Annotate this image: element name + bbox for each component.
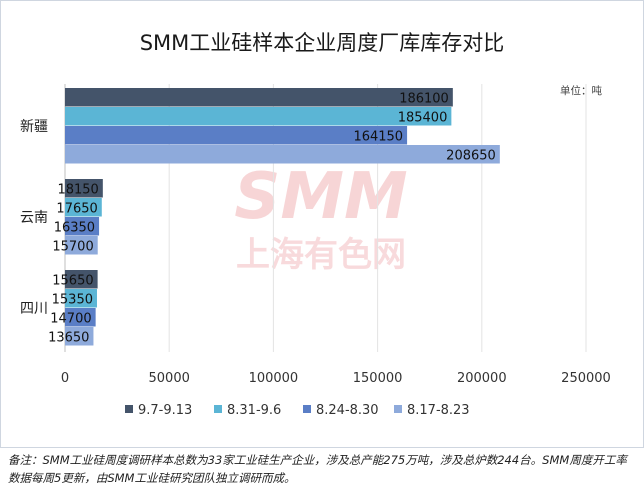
data-label: 15700 xyxy=(52,239,93,254)
legend-label: 9.7-9.13 xyxy=(138,403,192,418)
data-label: 13650 xyxy=(48,330,89,345)
x-tick-label: 100000 xyxy=(249,371,299,386)
bar xyxy=(65,107,452,126)
legend-swatch xyxy=(125,405,133,413)
x-tick-label: 50000 xyxy=(149,371,190,386)
x-tick-label: 0 xyxy=(61,371,69,386)
bars: 186100 185400 164150 208650 18150 17650 16350 1… xyxy=(48,88,500,346)
data-label: 17650 xyxy=(56,201,97,216)
data-label: 164150 xyxy=(353,129,403,144)
chart-title: SMM工业硅样本企业周度厂库库存对比 xyxy=(140,31,505,55)
data-label: 18150 xyxy=(57,182,98,197)
category-label: 四川 xyxy=(20,301,48,317)
x-tick-label: 200000 xyxy=(457,371,507,386)
bar xyxy=(65,327,94,346)
watermark: SMM 上海有色网 xyxy=(234,160,407,275)
bar xyxy=(65,126,408,145)
legend-swatch xyxy=(303,405,311,413)
x-tick-label: 250000 xyxy=(561,371,611,386)
bar xyxy=(65,217,100,236)
bar xyxy=(65,270,98,289)
bar xyxy=(65,145,500,164)
data-label: 15650 xyxy=(52,273,93,288)
legend-label: 8.17-8.23 xyxy=(407,403,470,418)
x-tick-labels: 0 50000 100000 150000 200000 250000 xyxy=(61,371,611,386)
x-tick-label: 150000 xyxy=(353,371,403,386)
data-label: 186100 xyxy=(399,91,449,106)
legend-swatch xyxy=(394,405,402,413)
category-label: 新疆 xyxy=(20,119,48,135)
legend-label: 8.31-9.6 xyxy=(227,403,281,418)
bar xyxy=(65,289,97,308)
bar xyxy=(65,198,102,217)
legend-label: 8.24-8.30 xyxy=(316,403,379,418)
data-label: 208650 xyxy=(446,148,496,163)
data-label: 14700 xyxy=(50,311,91,326)
data-label: 16350 xyxy=(54,220,95,235)
watermark-smm: SMM xyxy=(234,160,407,234)
bar xyxy=(65,88,453,107)
chart-area: SMM 上海有色网 SMM工业硅样本企业周度厂库库存对比 186100 18540… xyxy=(0,0,644,448)
category-label: 云南 xyxy=(20,210,48,226)
footnote: 备注：SMM工业硅周度调研样本总数为33家工业硅生产企业，涉及总产能275万吨，… xyxy=(8,453,627,485)
data-label: 15350 xyxy=(52,292,93,307)
bar xyxy=(65,308,96,327)
bar xyxy=(65,179,103,198)
data-label: 185400 xyxy=(398,110,448,125)
watermark-shmet: 上海有色网 xyxy=(236,235,406,275)
legend-swatch xyxy=(214,405,222,413)
unit-label: 单位：吨 xyxy=(560,85,602,97)
bar xyxy=(65,236,98,255)
legend: 9.7-9.13 8.31-9.6 8.24-8.30 8.17-8.23 xyxy=(125,403,470,418)
